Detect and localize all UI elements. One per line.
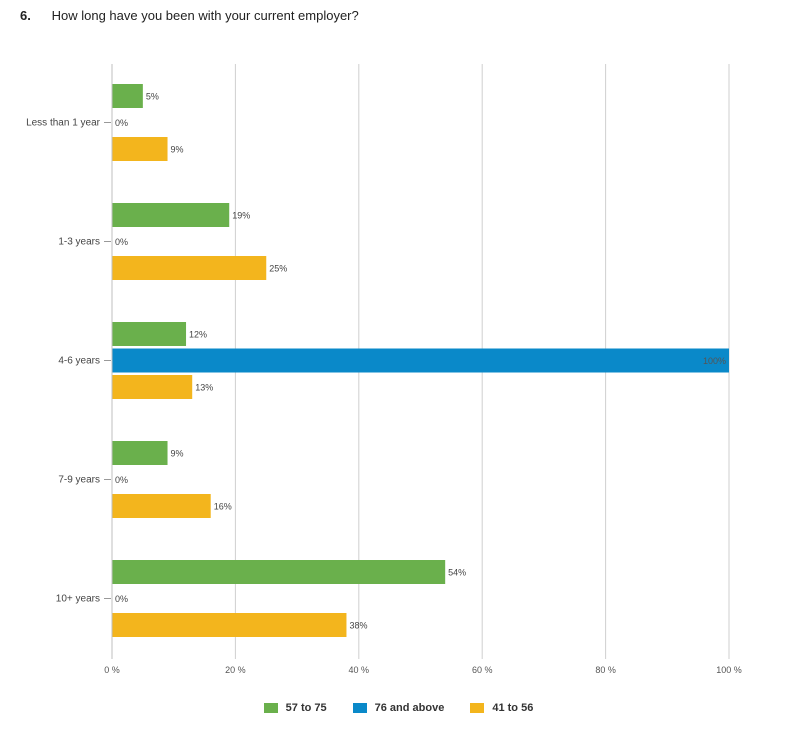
data-label: 12% xyxy=(189,330,207,340)
bar xyxy=(112,441,168,465)
legend-swatch xyxy=(352,703,367,713)
bar xyxy=(112,375,193,399)
data-label: 0% xyxy=(115,594,128,604)
legend-swatch xyxy=(263,703,278,713)
data-label: 38% xyxy=(349,621,367,631)
data-label: 19% xyxy=(232,211,250,221)
data-label: 54% xyxy=(448,568,466,578)
bar xyxy=(112,256,267,280)
x-tick-label: 100 % xyxy=(716,665,742,675)
legend-item-57-to-75[interactable]: 57 to 75 xyxy=(263,702,327,714)
bar xyxy=(112,348,729,373)
x-tick-label: 0 % xyxy=(104,665,120,675)
data-label: 0% xyxy=(115,118,128,128)
question-title: 6. How long have you been with your curr… xyxy=(20,8,359,23)
bar xyxy=(112,560,446,584)
category-label: 4-6 years xyxy=(58,356,100,367)
legend-item-76-and-above[interactable]: 76 and above xyxy=(352,702,445,714)
legend-label: 57 to 75 xyxy=(285,702,327,714)
category-label: 7-9 years xyxy=(58,475,100,486)
data-label: 0% xyxy=(115,475,128,485)
category-label: 1-3 years xyxy=(58,237,100,248)
x-tick-label: 60 % xyxy=(472,665,493,675)
data-label: 25% xyxy=(269,264,287,274)
legend-label: 76 and above xyxy=(374,702,445,714)
data-label: 9% xyxy=(171,145,184,155)
legend-swatch xyxy=(470,703,485,713)
data-label: 5% xyxy=(146,92,159,102)
bar xyxy=(112,494,211,518)
bar xyxy=(112,203,230,227)
bar xyxy=(112,613,347,637)
data-label: 16% xyxy=(214,502,232,512)
bar xyxy=(112,84,143,108)
x-tick-label: 40 % xyxy=(349,665,370,675)
x-tick-label: 80 % xyxy=(595,665,616,675)
category-label: Less than 1 year xyxy=(26,118,101,129)
category-label: 10+ years xyxy=(56,594,100,605)
data-label: 100% xyxy=(703,356,726,366)
bar xyxy=(112,137,168,161)
question-text: How long have you been with your current… xyxy=(51,8,359,23)
data-label: 9% xyxy=(171,449,184,459)
legend-label: 41 to 56 xyxy=(492,702,534,714)
bar xyxy=(112,322,187,346)
data-label: 0% xyxy=(115,237,128,247)
x-tick-label: 20 % xyxy=(225,665,246,675)
legend-item-41-to-56[interactable]: 41 to 56 xyxy=(470,702,533,714)
question-number: 6. xyxy=(20,8,31,23)
legend: 57 to 75 76 and above 41 to 56 xyxy=(0,702,797,714)
data-label: 13% xyxy=(195,383,213,393)
